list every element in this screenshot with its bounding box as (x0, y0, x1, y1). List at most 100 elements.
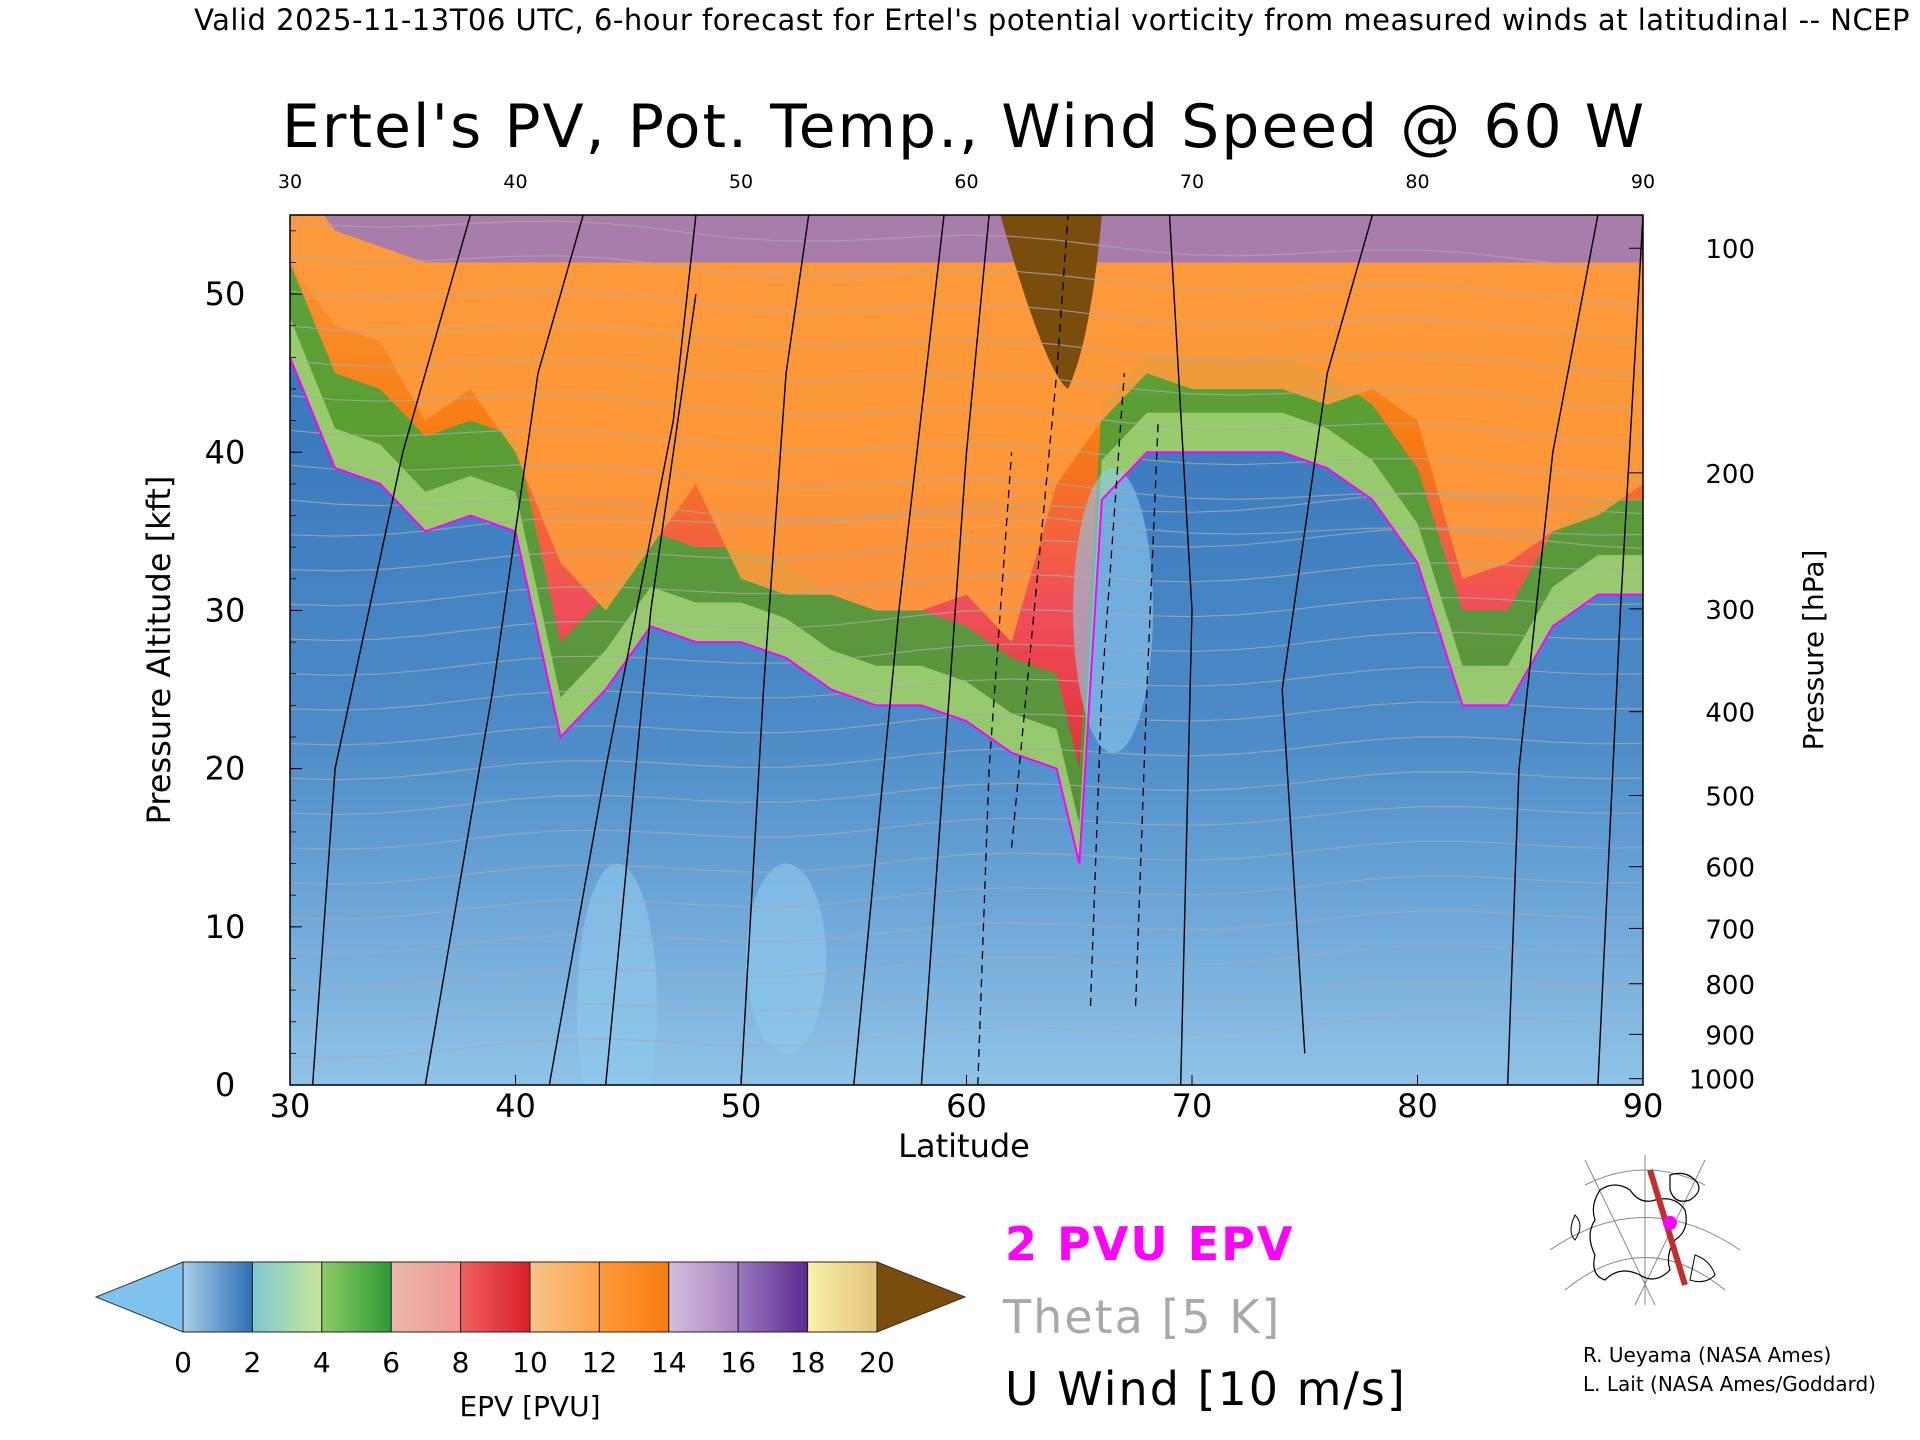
pv-region-brown (1000, 215, 1102, 389)
axes: 3030404050506060707080809090010203040501… (205, 171, 1755, 1125)
epv-2pvu-contour (290, 357, 1643, 864)
wind-contour (1281, 215, 1374, 1054)
colorbar-bin (807, 1261, 878, 1333)
theta-contour (290, 631, 1643, 676)
pv-band-green (290, 262, 1643, 864)
theta-contour (290, 289, 1643, 341)
y-tick-label: 40 (205, 433, 246, 471)
wind-contour (1507, 215, 1599, 1085)
pv-region-orange (290, 215, 1643, 643)
x-top-tick-label: 50 (729, 171, 753, 193)
theta-contour (290, 840, 1643, 885)
valid-line: Valid 2025-11-13T06 UTC, 6-hour forecast… (194, 3, 1910, 37)
colorbar-over-arrow (876, 1261, 967, 1333)
low-pv-patch (746, 863, 827, 1054)
wind-contour (424, 215, 584, 1085)
y-axis-title: Pressure Altitude [kft] (140, 476, 178, 825)
wind-contour (740, 215, 810, 1085)
colorbar-bin (460, 1261, 531, 1333)
wind-contour (548, 215, 697, 1085)
right-axis-title: Pressure [hPa] (1797, 550, 1830, 751)
theta-contour (290, 701, 1643, 746)
x-tick-label: 90 (1623, 1087, 1664, 1125)
colorbar-tick-label: 4 (313, 1346, 331, 1379)
inset-map (1545, 1155, 1741, 1306)
theta-contour (290, 979, 1643, 1024)
colorbar-label: EPV [PVU] (459, 1390, 600, 1423)
theta-contour (290, 597, 1643, 642)
x-axis-title: Latitude (898, 1127, 1030, 1165)
legend-epv: 2 PVU EPV (1005, 1217, 1294, 1271)
x-tick-label: 70 (1172, 1087, 1213, 1125)
theta-contour (290, 463, 1643, 515)
x-top-tick-label: 30 (278, 171, 302, 193)
theta-contour (290, 324, 1643, 375)
y-tick-label: 50 (205, 275, 246, 313)
colorbar-bin (251, 1261, 323, 1333)
theta-contour (290, 1014, 1643, 1059)
low-pv-patch (576, 863, 657, 1085)
x-tick-label: 80 (1397, 1087, 1438, 1125)
theta-contour (290, 805, 1643, 850)
pv-region-purple (290, 215, 1643, 263)
theta-contour (290, 498, 1643, 549)
wind-contour (1168, 215, 1193, 1085)
colorbar-tick-label: 0 (174, 1346, 192, 1379)
theta-contour (290, 875, 1643, 920)
easterly-wind-contour (1134, 420, 1159, 1006)
colorbar-tick-label: 2 (243, 1346, 261, 1379)
colorbar-bin (390, 1261, 462, 1333)
colorbar-tick-label: 18 (790, 1346, 826, 1379)
wind-contour (920, 215, 990, 1085)
pressure-tick-label: 300 (1705, 596, 1755, 626)
wind-contour (605, 294, 697, 1085)
pressure-tick-label: 100 (1705, 235, 1755, 265)
easterly-wind-contour (977, 452, 1013, 1085)
y-tick-label: 0 (215, 1066, 235, 1104)
x-top-tick-label: 70 (1180, 171, 1204, 193)
theta-contour (290, 736, 1643, 781)
colorbar-bin (737, 1261, 809, 1333)
colorbar-tick-label: 8 (452, 1346, 470, 1379)
credit-line-2: L. Lait (NASA Ames/Goddard) (1583, 1372, 1876, 1396)
theta-contour (290, 429, 1643, 480)
location-marker (1663, 1216, 1677, 1230)
wind-contour (1597, 215, 1643, 1085)
theta-contour (290, 394, 1643, 445)
theta-contour (290, 255, 1643, 306)
colorbar-tick-label: 10 (512, 1346, 548, 1379)
x-tick-label: 30 (270, 1087, 311, 1125)
colorbar: 0 2 4 6 8 10 12 14 16 18 20 (94, 1261, 967, 1379)
credit-line-1: R. Ueyama (NASA Ames) (1583, 1343, 1831, 1367)
colorbar-tick-label: 12 (582, 1346, 618, 1379)
colorbar-bin (668, 1261, 739, 1333)
colorbar-tick-label: 6 (382, 1346, 400, 1379)
x-tick-label: 50 (721, 1087, 762, 1125)
wind-contour (311, 215, 472, 1085)
colorbar-tick-label: 16 (720, 1346, 756, 1379)
theta-contour (290, 220, 1643, 271)
pressure-tick-label: 800 (1705, 971, 1755, 1001)
easterly-wind-contour (1010, 215, 1069, 848)
theta-contour (290, 359, 1643, 410)
colorbar-bin (182, 1261, 253, 1333)
pv-band-lightgreen (290, 317, 1643, 864)
easterly-wind-contour (1089, 373, 1125, 1006)
wind-contour (853, 215, 945, 1085)
x-tick-label: 40 (495, 1087, 536, 1125)
pressure-tick-label: 1000 (1689, 1066, 1755, 1096)
pressure-tick-label: 700 (1705, 915, 1755, 945)
colorbar-tick-label: 20 (859, 1346, 895, 1379)
theta-contour (290, 945, 1643, 990)
theta-contour (290, 910, 1643, 955)
y-tick-label: 30 (205, 591, 246, 629)
colorbar-tick-label: 14 (651, 1346, 687, 1379)
chart-title: Ertel's PV, Pot. Temp., Wind Speed @ 60 … (282, 92, 1646, 162)
y-tick-label: 20 (205, 750, 246, 788)
x-tick-label: 60 (946, 1087, 987, 1125)
colorbar-bin (529, 1261, 600, 1333)
pressure-tick-label: 900 (1705, 1021, 1755, 1051)
pressure-tick-label: 200 (1705, 460, 1755, 490)
plot-area (290, 215, 1643, 1085)
